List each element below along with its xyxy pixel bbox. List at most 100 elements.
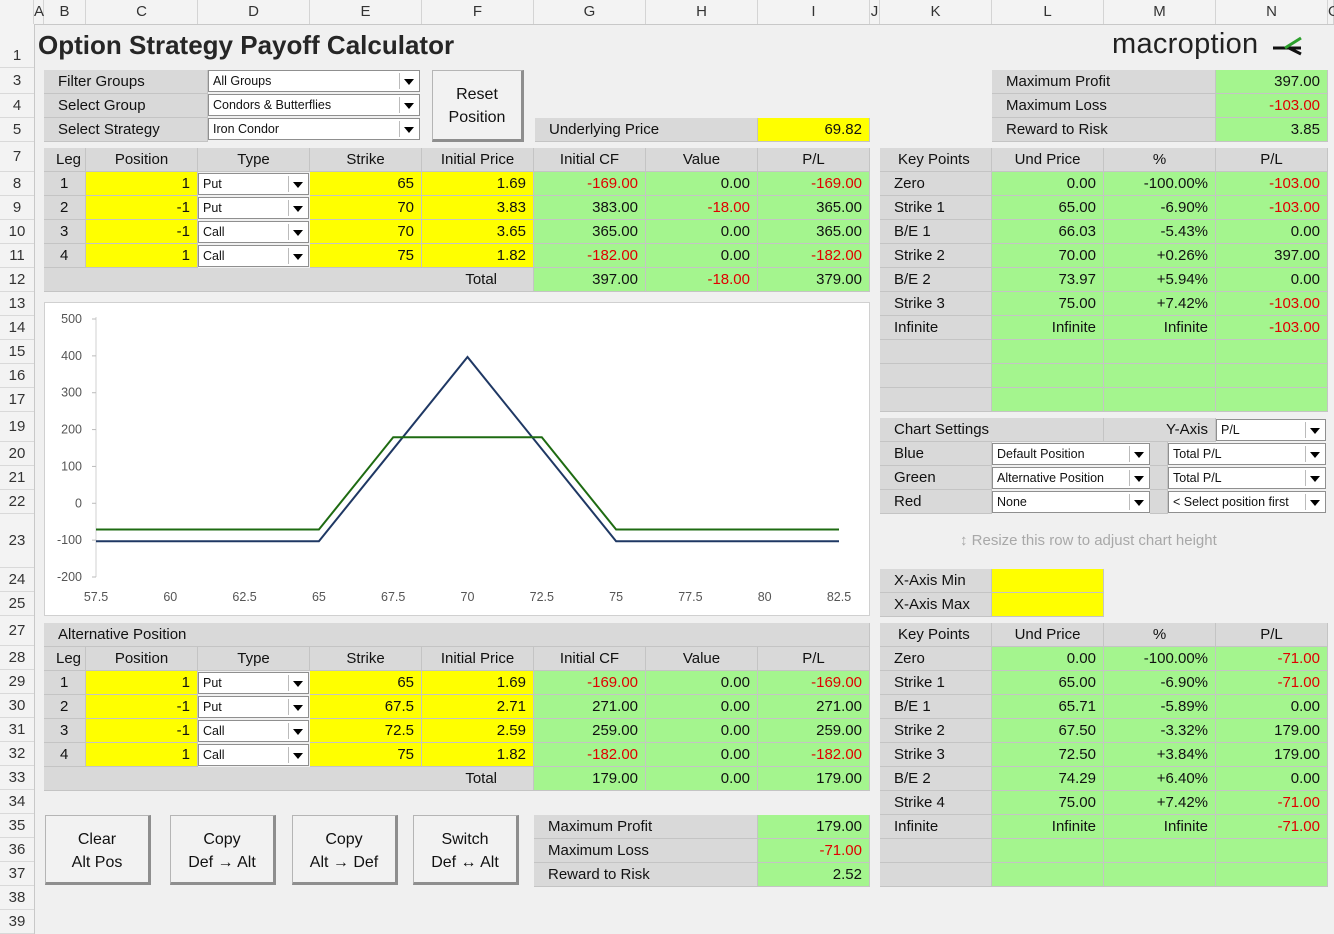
row-header-8[interactable]: 8: [0, 172, 34, 196]
leg-strike-input[interactable]: 65: [310, 172, 422, 196]
leg-price-input[interactable]: 1.69: [422, 671, 534, 695]
leg-strike-input[interactable]: 70: [310, 196, 422, 220]
row-header-10[interactable]: 10: [0, 220, 34, 244]
column-header-I[interactable]: I: [758, 0, 870, 24]
chevron-down-icon[interactable]: [288, 248, 306, 264]
row-header-15[interactable]: 15: [0, 340, 34, 364]
row-header-5[interactable]: 5: [0, 118, 34, 142]
row-header-14[interactable]: 14: [0, 316, 34, 340]
leg-price-input[interactable]: 1.69: [422, 172, 534, 196]
row-header-12[interactable]: 12: [0, 268, 34, 292]
leg-type-dropdown[interactable]: Call: [198, 245, 309, 267]
leg-type-dropdown[interactable]: Put: [198, 672, 309, 694]
chevron-down-icon[interactable]: [1129, 494, 1147, 510]
leg-price-input[interactable]: 3.65: [422, 220, 534, 244]
column-header-B[interactable]: B: [44, 0, 86, 24]
column-header-H[interactable]: H: [646, 0, 758, 24]
reset-position-button[interactable]: Reset Position: [432, 70, 524, 142]
chevron-down-icon[interactable]: [288, 200, 306, 216]
filter-dropdown[interactable]: Condors & Butterflies: [208, 94, 420, 116]
series-metric-dropdown[interactable]: < Select position first: [1168, 491, 1326, 513]
series-position-dropdown[interactable]: None: [992, 491, 1150, 513]
series-position-dropdown[interactable]: Default Position: [992, 443, 1150, 465]
column-header-O[interactable]: O: [1328, 0, 1334, 24]
row-header-3[interactable]: 3: [0, 68, 34, 94]
leg-price-input[interactable]: 3.83: [422, 196, 534, 220]
chevron-down-icon[interactable]: [288, 675, 306, 691]
row-header-38[interactable]: 38: [0, 886, 34, 910]
leg-price-input[interactable]: 2.59: [422, 719, 534, 743]
series-metric-dropdown[interactable]: Total P/L: [1168, 467, 1326, 489]
chevron-down-icon[interactable]: [288, 747, 306, 763]
row-header-22[interactable]: 22: [0, 490, 34, 514]
leg-strike-input[interactable]: 75: [310, 244, 422, 268]
row-header-30[interactable]: 30: [0, 694, 34, 718]
leg-strike-input[interactable]: 72.5: [310, 719, 422, 743]
filter-dropdown[interactable]: All Groups: [208, 70, 420, 92]
leg-position-input[interactable]: -1: [86, 220, 198, 244]
row-header-28[interactable]: 28: [0, 646, 34, 670]
leg-price-input[interactable]: 1.82: [422, 244, 534, 268]
row-header-1[interactable]: 1: [0, 24, 34, 68]
row-header-25[interactable]: 25: [0, 592, 34, 616]
series-position-dropdown[interactable]: Alternative Position: [992, 467, 1150, 489]
chevron-down-icon[interactable]: [288, 176, 306, 192]
leg-type-dropdown[interactable]: Put: [198, 696, 309, 718]
action-button[interactable]: Clear Alt Pos: [45, 815, 151, 885]
row-header-36[interactable]: 36: [0, 838, 34, 862]
xaxis-input[interactable]: [992, 593, 1104, 617]
series-metric-dropdown[interactable]: Total P/L: [1168, 443, 1326, 465]
leg-strike-input[interactable]: 75: [310, 743, 422, 767]
row-header-24[interactable]: 24: [0, 568, 34, 592]
yaxis-dropdown[interactable]: P/L: [1216, 419, 1326, 441]
row-header-33[interactable]: 33: [0, 766, 34, 790]
leg-position-input[interactable]: 1: [86, 244, 198, 268]
row-header-13[interactable]: 13: [0, 292, 34, 316]
row-header-17[interactable]: 17: [0, 388, 34, 412]
row-header-9[interactable]: 9: [0, 196, 34, 220]
leg-type-dropdown[interactable]: Put: [198, 197, 309, 219]
column-header-L[interactable]: L: [992, 0, 1104, 24]
row-header-29[interactable]: 29: [0, 670, 34, 694]
chevron-down-icon[interactable]: [399, 73, 417, 89]
row-header-4[interactable]: 4: [0, 94, 34, 118]
leg-position-input[interactable]: 1: [86, 743, 198, 767]
chevron-down-icon[interactable]: [1305, 470, 1323, 486]
chevron-down-icon[interactable]: [399, 121, 417, 137]
chevron-down-icon[interactable]: [288, 699, 306, 715]
column-header-E[interactable]: E: [310, 0, 422, 24]
filter-dropdown[interactable]: Iron Condor: [208, 118, 420, 140]
row-header-34[interactable]: 34: [0, 790, 34, 814]
leg-price-input[interactable]: 1.82: [422, 743, 534, 767]
row-header-11[interactable]: 11: [0, 244, 34, 268]
row-header-19[interactable]: 19: [0, 412, 34, 442]
leg-strike-input[interactable]: 67.5: [310, 695, 422, 719]
leg-position-input[interactable]: -1: [86, 695, 198, 719]
leg-strike-input[interactable]: 70: [310, 220, 422, 244]
underlying-price-input[interactable]: 69.82: [758, 118, 870, 142]
row-header-21[interactable]: 21: [0, 466, 34, 490]
column-header-N[interactable]: N: [1216, 0, 1328, 24]
column-header-A[interactable]: A: [34, 0, 44, 24]
chevron-down-icon[interactable]: [288, 723, 306, 739]
chevron-down-icon[interactable]: [1129, 446, 1147, 462]
column-header-K[interactable]: K: [880, 0, 992, 24]
row-header-39[interactable]: 39: [0, 910, 34, 934]
leg-price-input[interactable]: 2.71: [422, 695, 534, 719]
leg-type-dropdown[interactable]: Call: [198, 744, 309, 766]
row-header-31[interactable]: 31: [0, 718, 34, 742]
chevron-down-icon[interactable]: [1305, 422, 1323, 438]
leg-position-input[interactable]: -1: [86, 196, 198, 220]
row-header-7[interactable]: 7: [0, 142, 34, 172]
column-header-G[interactable]: G: [534, 0, 646, 24]
xaxis-input[interactable]: [992, 569, 1104, 593]
column-header-D[interactable]: D: [198, 0, 310, 24]
chevron-down-icon[interactable]: [1305, 446, 1323, 462]
leg-type-dropdown[interactable]: Call: [198, 720, 309, 742]
chevron-down-icon[interactable]: [288, 224, 306, 240]
action-button[interactable]: Copy Def → Alt: [170, 815, 276, 885]
leg-type-dropdown[interactable]: Call: [198, 221, 309, 243]
row-header-27[interactable]: 27: [0, 616, 34, 646]
leg-position-input[interactable]: 1: [86, 172, 198, 196]
row-header-35[interactable]: 35: [0, 814, 34, 838]
